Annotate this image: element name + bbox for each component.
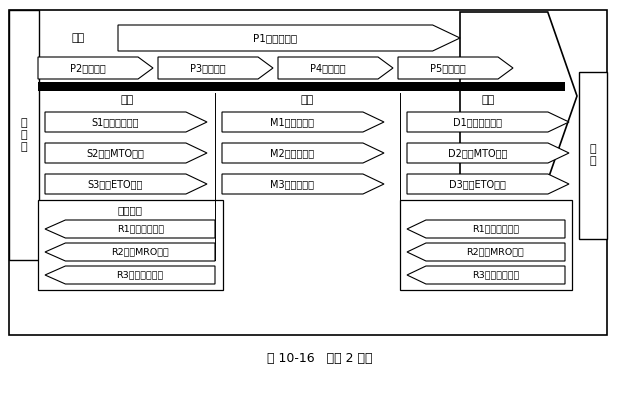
Text: P3计划制造: P3计划制造 (190, 63, 226, 73)
Text: M1制造－库存: M1制造－库存 (271, 117, 314, 127)
Text: D2交付MTO产品: D2交付MTO产品 (448, 148, 507, 158)
Text: R1退还缺陷产品: R1退还缺陷产品 (116, 224, 164, 233)
Text: 交付: 交付 (481, 95, 495, 105)
Polygon shape (45, 243, 215, 261)
Text: R3退还过量产品: R3退还过量产品 (472, 270, 519, 279)
Bar (9, 10, 607, 335)
Text: M2制造－订单: M2制造－订单 (271, 148, 314, 158)
Text: M3制造－订单: M3制造－订单 (271, 179, 314, 189)
Polygon shape (158, 57, 273, 79)
Polygon shape (407, 174, 569, 194)
Text: 图 10-16   水平 2 流程: 图 10-16 水平 2 流程 (268, 351, 372, 364)
Bar (38, 200, 223, 290)
Text: S3采购ETO产品: S3采购ETO产品 (88, 179, 143, 189)
Polygon shape (407, 243, 565, 261)
Text: R2退还MRO产品: R2退还MRO产品 (111, 248, 169, 257)
Text: R1退还缺陷产品: R1退还缺陷产品 (472, 224, 519, 233)
Bar (579, 72, 607, 239)
Polygon shape (398, 57, 513, 79)
Text: P4计划交付: P4计划交付 (310, 63, 346, 73)
Text: P1计划供应链: P1计划供应链 (253, 33, 298, 43)
Polygon shape (45, 220, 215, 238)
Polygon shape (222, 174, 384, 194)
Text: P5计划退货: P5计划退货 (430, 63, 466, 73)
Text: D3交付ETO产品: D3交付ETO产品 (449, 179, 506, 189)
Polygon shape (38, 57, 153, 79)
Text: 采购: 采购 (120, 95, 134, 105)
Text: R2退还MRO产品: R2退还MRO产品 (467, 248, 524, 257)
Text: S1采购库存产品: S1采购库存产品 (92, 117, 140, 127)
Polygon shape (45, 266, 215, 284)
Polygon shape (407, 266, 565, 284)
Text: P2计划采购: P2计划采购 (70, 63, 106, 73)
Polygon shape (45, 143, 207, 163)
Polygon shape (407, 143, 569, 163)
Text: 退货采购: 退货采购 (118, 205, 143, 215)
Polygon shape (460, 12, 577, 180)
Bar (38, 82, 565, 91)
Polygon shape (45, 174, 207, 194)
Text: 供
应
商: 供 应 商 (20, 118, 28, 152)
Bar (9, 10, 39, 260)
Text: 客
户: 客 户 (589, 144, 596, 166)
Polygon shape (278, 57, 393, 79)
Polygon shape (407, 112, 569, 132)
Text: 制造: 制造 (300, 95, 314, 105)
Polygon shape (407, 220, 565, 238)
Text: R3退还过量产品: R3退还过量产品 (116, 270, 164, 279)
Text: D1交付库存产品: D1交付库存产品 (453, 117, 502, 127)
Text: S2采购MTO产品: S2采购MTO产品 (86, 148, 145, 158)
Polygon shape (222, 112, 384, 132)
Polygon shape (222, 143, 384, 163)
Text: 计划: 计划 (72, 33, 84, 43)
Polygon shape (118, 25, 460, 51)
Bar (400, 200, 572, 290)
Polygon shape (45, 112, 207, 132)
